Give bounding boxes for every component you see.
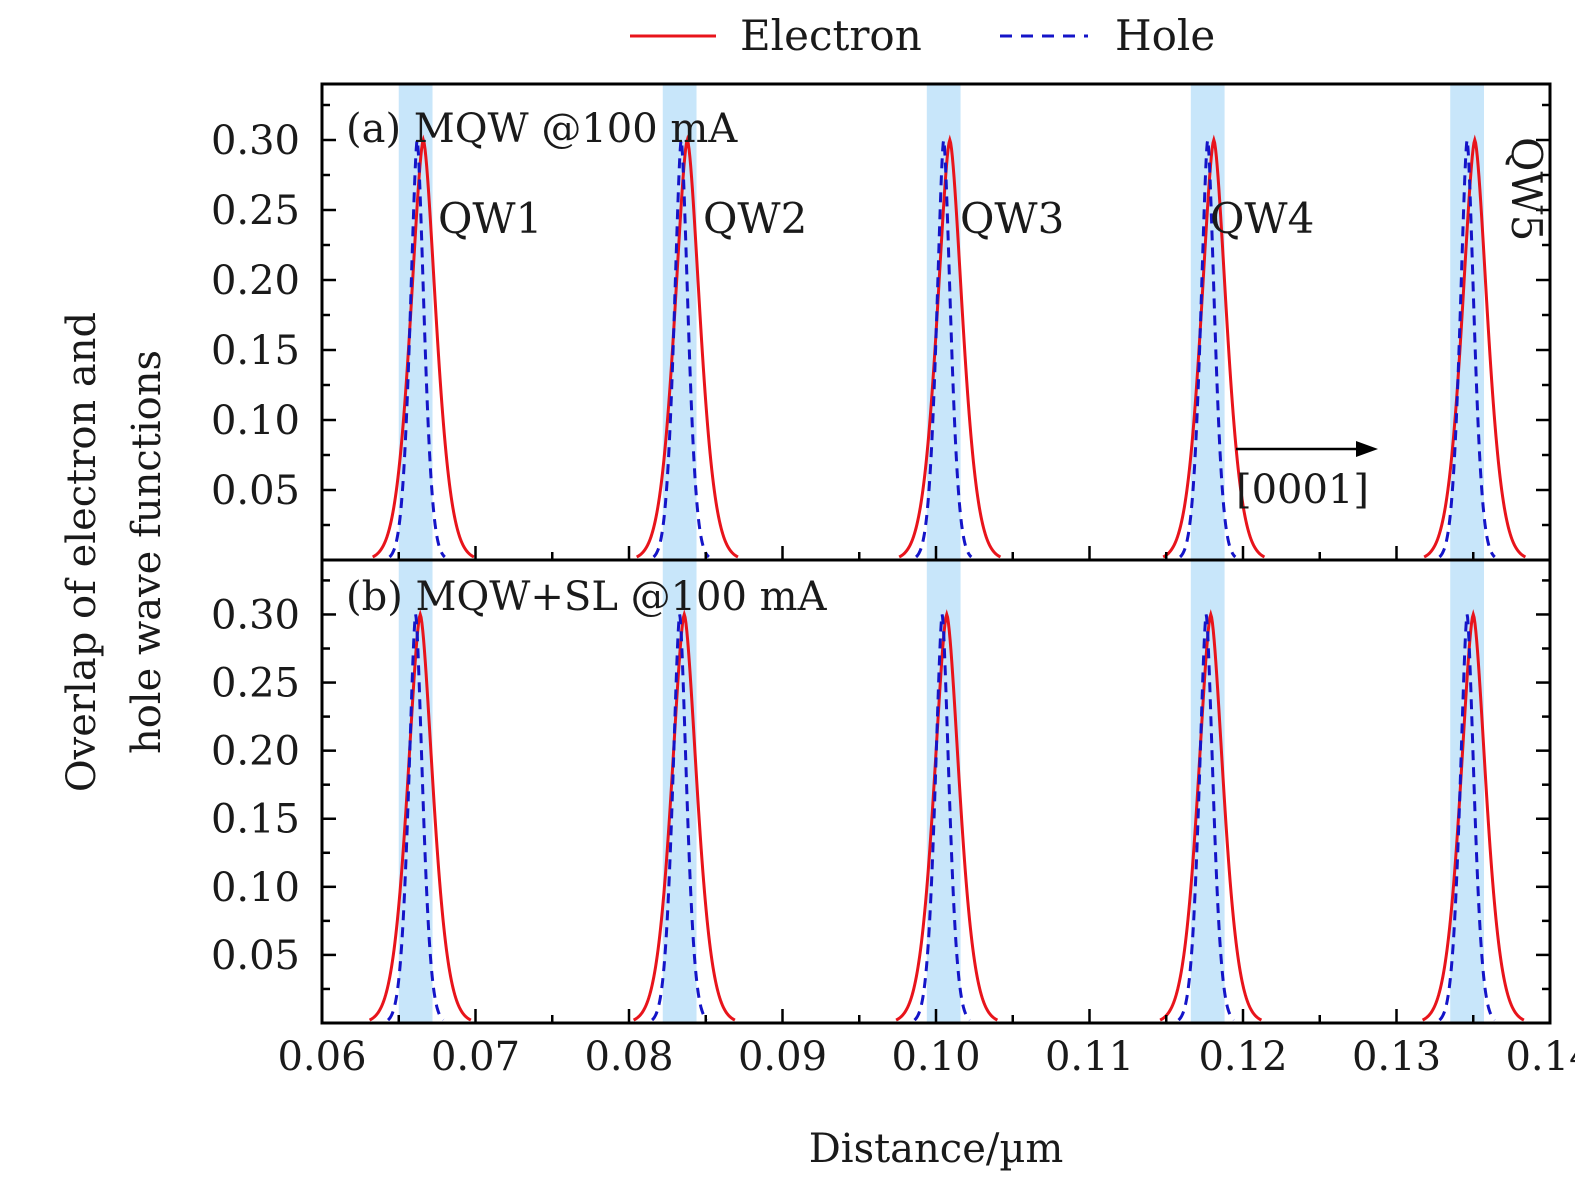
panel-a-y-tick-label: 0.25 [211, 188, 300, 234]
panel-b-y-tick-label: 0.30 [211, 592, 300, 638]
x-axis-title: Distance/µm [809, 1126, 1064, 1172]
panel-b-electron-curve-qw5 [1421, 609, 1525, 1022]
legend-hole-label: Hole [1115, 11, 1215, 60]
panel-b-hole-curve-qw2 [651, 614, 709, 1022]
well-label-qw2: QW2 [703, 194, 807, 243]
panel-b-hole-curve-qw5 [1438, 614, 1496, 1022]
well-label-qw3: QW3 [960, 194, 1064, 243]
panel-a-y-tick-label: 0.10 [211, 398, 300, 444]
growth-direction-label: [0001] [1236, 467, 1369, 513]
panel-b-y-tick-label: 0.15 [211, 797, 300, 843]
x-tick-label: 0.09 [738, 1034, 827, 1080]
legend-electron-label: Electron [740, 11, 922, 60]
panel-b-ticks [320, 579, 1552, 1023]
panel-a-y-tick-label: 0.15 [211, 328, 300, 374]
x-tick-label: 0.08 [584, 1034, 673, 1080]
panel-b-y-tick-label: 0.20 [211, 729, 300, 775]
well-label-qw1: QW1 [438, 194, 542, 243]
panel-a-electron-curve-qw4 [1162, 134, 1266, 559]
panel-a-y-tick-labels: 0.05 0.10 0.15 0.20 0.25 0.30 [211, 118, 300, 514]
panel-a-hole-curve-qw1 [388, 139, 446, 559]
panel-b-label: (b) MQW+SL @100 mA [346, 574, 828, 620]
panel-a-ticks [320, 103, 1552, 560]
panel-a-y-tick-label: 0.30 [211, 118, 300, 164]
panel-a-label: (a) MQW @100 mA [346, 106, 738, 152]
x-tick-label: 0.07 [431, 1034, 520, 1080]
panel-a-well-4 [1190, 85, 1225, 559]
well-label-qw5: QW5 [1502, 137, 1551, 241]
panel-a-electron-curve-qw2 [636, 134, 739, 559]
panel-a-hole-curve-qw4 [1179, 139, 1237, 559]
panel-b-electron-curve-qw1 [368, 609, 472, 1022]
panel-a-hole-curve-qw3 [915, 139, 973, 559]
panel-a-hole-curve-qw5 [1438, 139, 1496, 559]
panel-b-electron-curve-qw2 [632, 609, 736, 1022]
panel-b: (b) MQW+SL @100 mA [320, 558, 1552, 1025]
panel-b-hole-curve-qw3 [913, 614, 971, 1022]
panel-a: (a) MQW @100 mA QW1 QW2 QW3 QW4 QW5 [000… [320, 82, 1552, 562]
x-tick-label: 0.11 [1045, 1034, 1134, 1080]
panel-b-hole-curve-qw1 [386, 614, 445, 1022]
panel-a-wells [398, 85, 1484, 559]
x-tick-label: 0.12 [1198, 1034, 1287, 1080]
x-tick-label: 0.06 [277, 1034, 366, 1080]
panel-a-well-5 [1450, 85, 1484, 559]
panel-a-electron-curve-qw1 [371, 134, 475, 559]
x-tick-label: 0.10 [891, 1034, 980, 1080]
panel-b-y-tick-label: 0.10 [211, 865, 300, 911]
panel-a-well-3 [926, 85, 961, 559]
panel-b-electron-curve-qw3 [895, 609, 999, 1022]
panel-a-y-tick-label: 0.20 [211, 258, 300, 304]
panel-b-hole-curve-qw4 [1177, 614, 1235, 1022]
panel-a-y-tick-label: 0.05 [211, 468, 300, 514]
panel-b-electron-curve-qw4 [1159, 609, 1263, 1022]
x-tick-label: 0.13 [1352, 1034, 1441, 1080]
well-label-qw4: QW4 [1210, 194, 1314, 243]
panel-b-y-tick-label: 0.05 [211, 933, 300, 979]
panel-a-electron-curve-qw3 [898, 134, 1002, 559]
legend: Electron Hole [630, 11, 1215, 60]
x-tick-label: 0.14 [1505, 1034, 1575, 1080]
panel-b-well-5 [1450, 561, 1484, 1022]
growth-direction-arrow [1236, 441, 1378, 457]
panel-b-y-tick-labels: 0.05 0.10 0.15 0.20 0.25 0.30 [211, 592, 300, 978]
panel-a-electron-curve-qw5 [1423, 134, 1527, 559]
y-axis-title-line1: Overlap of electron and [59, 312, 105, 792]
panel-a-curves [371, 134, 1527, 559]
y-axis-title-line2: hole wave functions [124, 350, 170, 754]
x-tick-labels: 0.06 0.07 0.08 0.09 0.10 0.11 0.12 0.13 0.14 [277, 1034, 1575, 1080]
panel-b-wells [398, 561, 1484, 1022]
panel-b-curves [368, 609, 1525, 1022]
panel-b-y-tick-label: 0.25 [211, 661, 300, 707]
panel-a-hole-curve-qw2 [652, 139, 710, 559]
